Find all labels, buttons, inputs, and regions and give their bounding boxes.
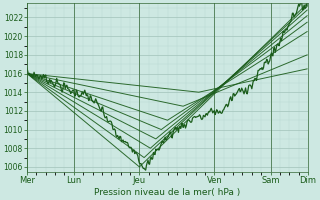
X-axis label: Pression niveau de la mer( hPa ): Pression niveau de la mer( hPa ): [94, 188, 241, 197]
